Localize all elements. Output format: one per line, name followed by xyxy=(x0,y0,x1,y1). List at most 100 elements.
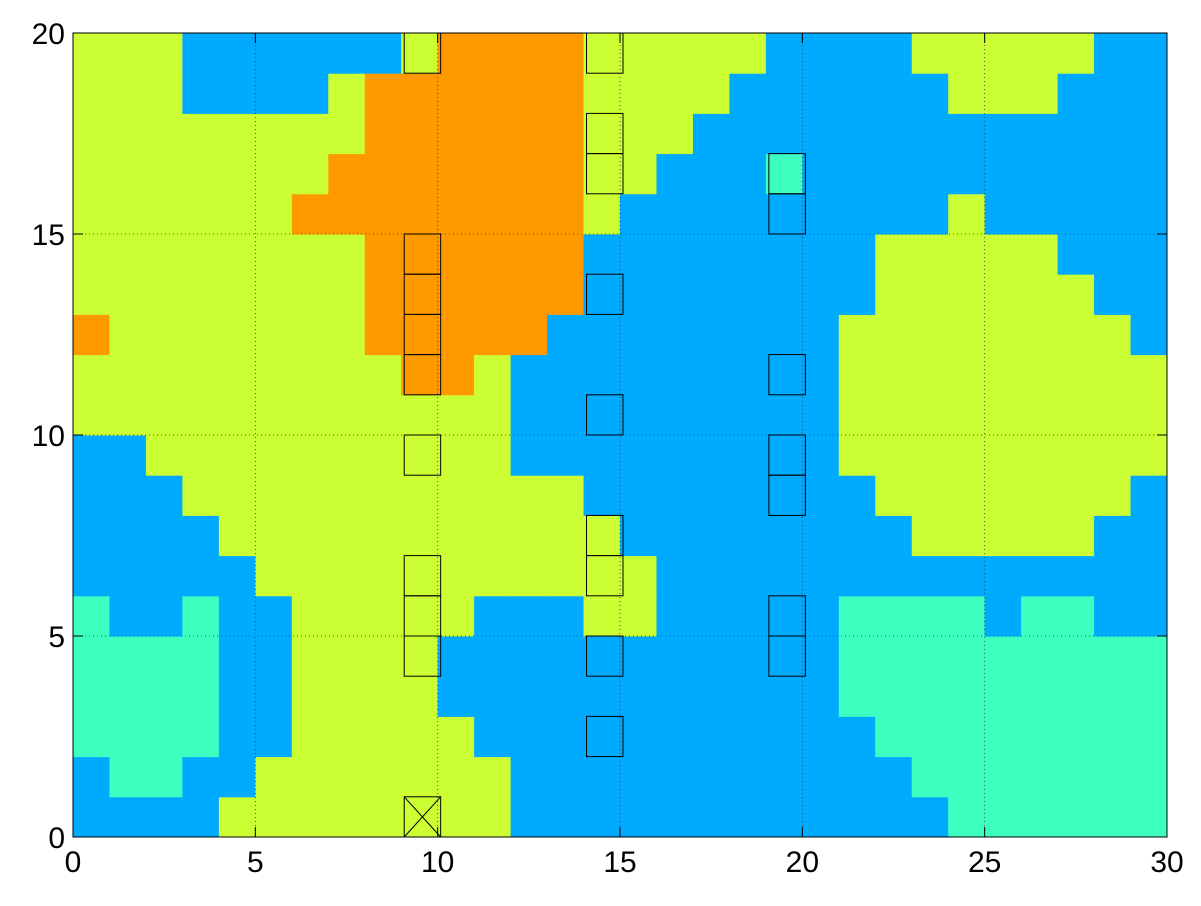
cell xyxy=(1130,394,1168,436)
cell xyxy=(1057,676,1095,717)
cell xyxy=(1021,354,1059,396)
cell xyxy=(620,796,657,838)
cell xyxy=(145,475,183,516)
cell xyxy=(1057,515,1095,557)
cell xyxy=(474,354,512,396)
cell xyxy=(1130,435,1168,476)
cell xyxy=(656,113,694,155)
cell xyxy=(911,716,949,758)
cell xyxy=(145,796,183,838)
cell xyxy=(765,234,803,275)
cell xyxy=(729,33,767,74)
cell xyxy=(364,314,402,356)
cell xyxy=(1130,33,1168,74)
cell xyxy=(692,475,730,516)
cell xyxy=(802,314,840,356)
cell xyxy=(255,314,293,356)
cell xyxy=(474,595,512,637)
cell xyxy=(911,475,949,516)
cell xyxy=(182,636,220,677)
cell xyxy=(1094,756,1132,798)
cell xyxy=(838,756,876,798)
cell xyxy=(1094,636,1132,677)
cell xyxy=(474,153,512,195)
cell xyxy=(875,716,913,758)
cell xyxy=(218,636,256,677)
cell xyxy=(656,636,694,677)
cell xyxy=(984,193,1022,235)
cell xyxy=(729,113,767,155)
cell xyxy=(145,435,183,476)
cell xyxy=(583,435,621,476)
cell xyxy=(437,796,475,838)
cell xyxy=(729,595,767,637)
marker-box xyxy=(403,434,442,476)
cell xyxy=(547,73,585,114)
cell xyxy=(328,595,366,637)
marker-box xyxy=(768,474,806,516)
cell xyxy=(291,475,329,516)
cell xyxy=(109,475,147,516)
cell xyxy=(547,435,585,476)
cross-line xyxy=(403,796,442,838)
marker-box xyxy=(586,635,624,677)
cell xyxy=(1094,796,1132,838)
cell xyxy=(583,515,621,557)
cell xyxy=(474,796,512,838)
cell xyxy=(255,676,293,717)
cell xyxy=(547,153,585,195)
cell xyxy=(510,113,548,155)
cell xyxy=(109,716,147,758)
cell xyxy=(109,756,147,798)
cell xyxy=(474,515,512,557)
cell xyxy=(1021,475,1059,516)
cell xyxy=(656,756,694,798)
cell xyxy=(729,756,767,798)
cell xyxy=(291,314,329,356)
cell xyxy=(692,555,730,597)
cell xyxy=(255,756,293,798)
cell xyxy=(218,475,256,516)
cell xyxy=(218,756,256,798)
x-tick-label: 15 xyxy=(603,846,636,879)
cell xyxy=(364,555,402,597)
cell xyxy=(401,113,439,155)
cell xyxy=(620,394,657,436)
cell xyxy=(109,274,147,315)
cell xyxy=(1094,33,1132,74)
cell xyxy=(73,796,110,838)
cell xyxy=(984,274,1022,315)
cell xyxy=(656,234,694,275)
cell xyxy=(875,394,913,436)
cell xyxy=(729,515,767,557)
cell xyxy=(802,234,840,275)
cell xyxy=(765,394,803,436)
cell xyxy=(838,153,876,195)
cell xyxy=(328,354,366,396)
cell xyxy=(547,234,585,275)
cell xyxy=(948,636,986,677)
cell xyxy=(1094,314,1132,356)
cell xyxy=(291,394,329,436)
cell xyxy=(291,234,329,275)
cell xyxy=(328,475,366,516)
cell xyxy=(1130,716,1168,758)
cell xyxy=(875,153,913,195)
cell xyxy=(401,394,439,436)
cell xyxy=(692,595,730,637)
cell xyxy=(510,33,548,74)
cell xyxy=(875,193,913,235)
cell xyxy=(328,515,366,557)
cell xyxy=(1094,354,1132,396)
cell xyxy=(73,354,110,396)
cell xyxy=(1021,73,1059,114)
cell xyxy=(364,193,402,235)
cell xyxy=(1057,314,1095,356)
cell xyxy=(364,636,402,677)
cell xyxy=(1057,394,1095,436)
cell xyxy=(182,33,220,74)
cell xyxy=(474,756,512,798)
cell xyxy=(109,73,147,114)
cell xyxy=(109,676,147,717)
cell xyxy=(510,595,548,637)
